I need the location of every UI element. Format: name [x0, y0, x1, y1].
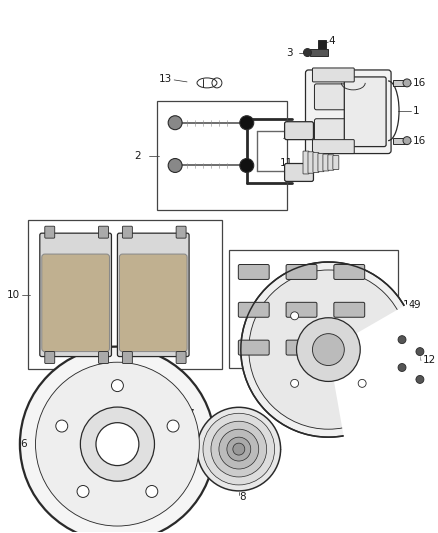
FancyBboxPatch shape: [286, 264, 317, 279]
Circle shape: [241, 262, 416, 437]
FancyBboxPatch shape: [328, 155, 334, 170]
FancyBboxPatch shape: [318, 154, 324, 172]
Wedge shape: [328, 303, 421, 441]
Circle shape: [291, 312, 299, 320]
Circle shape: [56, 420, 68, 432]
FancyBboxPatch shape: [122, 352, 132, 364]
FancyBboxPatch shape: [42, 254, 110, 352]
Text: 9: 9: [413, 300, 420, 310]
FancyBboxPatch shape: [99, 226, 109, 238]
FancyBboxPatch shape: [45, 352, 55, 364]
Circle shape: [77, 486, 89, 497]
FancyBboxPatch shape: [122, 226, 132, 238]
FancyBboxPatch shape: [285, 122, 314, 140]
FancyBboxPatch shape: [314, 119, 348, 144]
Circle shape: [312, 334, 344, 366]
Text: 16: 16: [413, 135, 426, 146]
Circle shape: [146, 486, 158, 497]
Circle shape: [20, 346, 215, 533]
Circle shape: [211, 421, 267, 477]
Circle shape: [304, 49, 311, 56]
Circle shape: [219, 429, 259, 469]
Circle shape: [297, 318, 360, 382]
FancyBboxPatch shape: [285, 164, 314, 181]
FancyBboxPatch shape: [333, 156, 339, 169]
Bar: [311, 49, 328, 56]
Circle shape: [80, 407, 155, 481]
Circle shape: [398, 336, 406, 344]
FancyBboxPatch shape: [99, 352, 109, 364]
Circle shape: [168, 116, 182, 130]
Circle shape: [240, 116, 254, 130]
Circle shape: [403, 136, 411, 144]
Circle shape: [168, 158, 182, 173]
Text: 13: 13: [159, 74, 173, 84]
FancyBboxPatch shape: [334, 264, 365, 279]
FancyBboxPatch shape: [238, 302, 269, 317]
Circle shape: [416, 348, 424, 356]
FancyBboxPatch shape: [286, 340, 317, 355]
FancyBboxPatch shape: [305, 70, 391, 154]
Text: 14: 14: [403, 300, 416, 310]
Bar: [318, 40, 326, 49]
Circle shape: [233, 443, 245, 455]
Text: 6: 6: [20, 439, 27, 449]
FancyBboxPatch shape: [238, 340, 269, 355]
Circle shape: [203, 413, 275, 485]
Circle shape: [96, 423, 139, 466]
FancyBboxPatch shape: [314, 84, 348, 110]
Bar: [157, 101, 286, 211]
FancyBboxPatch shape: [303, 151, 309, 174]
Circle shape: [358, 379, 366, 387]
Circle shape: [167, 420, 179, 432]
FancyBboxPatch shape: [45, 226, 55, 238]
Text: 16: 16: [413, 78, 426, 88]
Bar: [393, 138, 407, 143]
Text: 8: 8: [239, 492, 245, 502]
FancyBboxPatch shape: [238, 264, 269, 279]
FancyBboxPatch shape: [312, 140, 354, 154]
Text: 10: 10: [7, 290, 20, 300]
Text: 12: 12: [423, 354, 436, 365]
Circle shape: [249, 270, 408, 429]
Text: 3: 3: [286, 48, 293, 58]
FancyBboxPatch shape: [313, 152, 319, 173]
Bar: [28, 220, 222, 369]
FancyBboxPatch shape: [40, 233, 111, 357]
Circle shape: [227, 437, 251, 461]
Text: 5: 5: [293, 126, 300, 136]
FancyBboxPatch shape: [286, 302, 317, 317]
FancyBboxPatch shape: [120, 254, 187, 352]
Circle shape: [416, 375, 424, 383]
FancyBboxPatch shape: [117, 233, 189, 357]
Text: 11: 11: [280, 158, 293, 167]
Text: 1: 1: [413, 106, 420, 116]
Circle shape: [111, 379, 124, 392]
FancyBboxPatch shape: [312, 68, 354, 82]
Circle shape: [291, 379, 299, 387]
FancyBboxPatch shape: [334, 340, 365, 355]
FancyBboxPatch shape: [176, 226, 186, 238]
Text: 2: 2: [134, 150, 141, 160]
FancyBboxPatch shape: [334, 302, 365, 317]
Text: 7: 7: [187, 409, 194, 419]
Bar: [229, 250, 398, 367]
FancyBboxPatch shape: [344, 77, 386, 147]
Text: 4: 4: [328, 36, 335, 46]
Bar: [393, 80, 407, 86]
FancyBboxPatch shape: [176, 352, 186, 364]
Circle shape: [35, 362, 199, 526]
Circle shape: [197, 407, 281, 491]
FancyBboxPatch shape: [308, 152, 314, 173]
Circle shape: [240, 158, 254, 173]
Circle shape: [398, 364, 406, 372]
Circle shape: [403, 79, 411, 87]
FancyBboxPatch shape: [323, 154, 329, 171]
